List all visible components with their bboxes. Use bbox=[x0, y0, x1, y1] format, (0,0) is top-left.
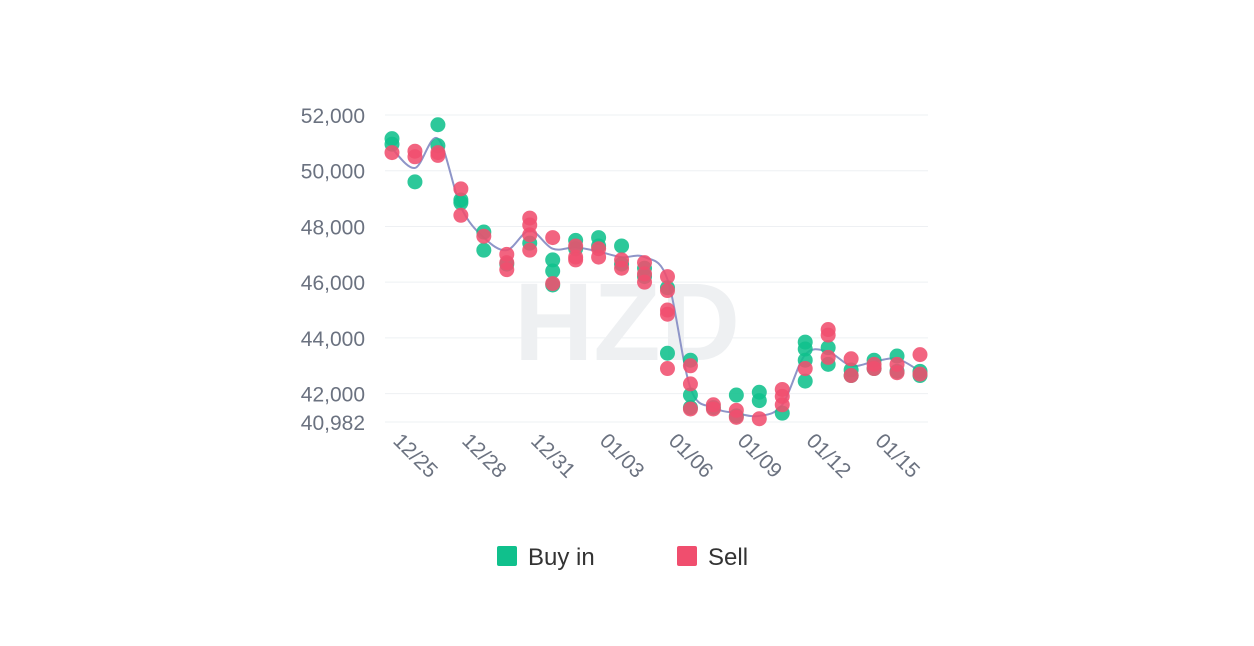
x-tick-label: 12/25 bbox=[388, 429, 441, 482]
sell-point bbox=[430, 147, 446, 163]
sell-point bbox=[591, 249, 607, 265]
y-tick-label: 40,982 bbox=[301, 412, 365, 435]
sell-point bbox=[728, 409, 744, 425]
legend-label-buy-in: Buy in bbox=[528, 544, 595, 571]
sell-point bbox=[682, 401, 698, 417]
sell-point bbox=[453, 207, 469, 223]
sell-point bbox=[682, 358, 698, 374]
buy-in-point bbox=[476, 242, 492, 258]
sell-point bbox=[568, 252, 584, 268]
sell-point bbox=[384, 145, 400, 161]
sell-point bbox=[476, 228, 492, 244]
buy-in-point bbox=[407, 174, 423, 190]
sell-point bbox=[637, 274, 653, 290]
sell-point bbox=[912, 366, 928, 382]
buy-in-point bbox=[728, 387, 744, 403]
sell-point bbox=[522, 242, 538, 258]
legend-swatch-sell bbox=[677, 546, 697, 566]
sell-point bbox=[659, 361, 675, 377]
buy-in-point bbox=[682, 387, 698, 403]
sell-point bbox=[774, 397, 790, 413]
sell-point bbox=[545, 230, 561, 246]
x-tick-label: 01/12 bbox=[802, 429, 855, 482]
sell-point bbox=[820, 327, 836, 343]
x-axis-ticks: 12/25 12/28 12/31 01/03 01/06 01/09 01/12 01/15 bbox=[388, 429, 924, 482]
sell-point bbox=[453, 181, 469, 197]
sell-point bbox=[889, 365, 905, 381]
sell-point bbox=[522, 227, 538, 243]
sell-point bbox=[843, 368, 859, 384]
data-points bbox=[384, 117, 928, 427]
legend-swatch-buy-in bbox=[497, 546, 517, 566]
buy-in-point bbox=[659, 345, 675, 361]
x-tick-label: 12/31 bbox=[526, 429, 579, 482]
buy-in-point bbox=[453, 192, 469, 208]
sell-point bbox=[407, 149, 423, 165]
y-tick-label: 44,000 bbox=[301, 328, 365, 351]
sell-point bbox=[637, 255, 653, 271]
sell-point bbox=[659, 269, 675, 285]
sell-point bbox=[843, 351, 859, 367]
y-tick-label: 42,000 bbox=[301, 384, 365, 407]
sell-point bbox=[751, 411, 767, 427]
buy-in-point bbox=[430, 117, 446, 133]
sell-point bbox=[568, 238, 584, 254]
sell-point bbox=[797, 361, 813, 377]
legend-label-sell: Sell bbox=[708, 544, 748, 571]
buy-in-point bbox=[797, 373, 813, 389]
sell-point bbox=[820, 349, 836, 365]
y-axis-ticks: 52,000 50,000 48,000 46,000 44,000 42,000 40,9… bbox=[301, 105, 365, 435]
x-tick-label: 01/06 bbox=[664, 429, 717, 482]
y-tick-label: 50,000 bbox=[301, 161, 365, 184]
buy-in-point bbox=[614, 238, 630, 254]
y-tick-label: 48,000 bbox=[301, 216, 365, 239]
x-tick-label: 01/03 bbox=[595, 429, 648, 482]
sell-point bbox=[614, 260, 630, 276]
legend: Buy in Sell bbox=[497, 544, 748, 571]
sell-point bbox=[866, 361, 882, 377]
x-tick-label: 12/28 bbox=[457, 429, 510, 482]
sell-point bbox=[912, 347, 928, 363]
x-tick-label: 01/15 bbox=[871, 429, 924, 482]
sell-point bbox=[499, 262, 515, 278]
sell-point bbox=[545, 276, 561, 292]
sell-point bbox=[659, 306, 675, 322]
x-tick-label: 01/09 bbox=[733, 429, 786, 482]
buy-in-point bbox=[751, 393, 767, 409]
sell-point bbox=[705, 401, 721, 417]
sell-point bbox=[682, 376, 698, 392]
y-tick-label: 52,000 bbox=[301, 105, 365, 128]
grid-lines bbox=[385, 114, 928, 423]
sell-point bbox=[659, 283, 675, 299]
buy-in-point bbox=[545, 252, 561, 268]
buy-in-point bbox=[545, 263, 561, 279]
buy-in-point bbox=[797, 341, 813, 357]
y-tick-label: 46,000 bbox=[301, 272, 365, 295]
